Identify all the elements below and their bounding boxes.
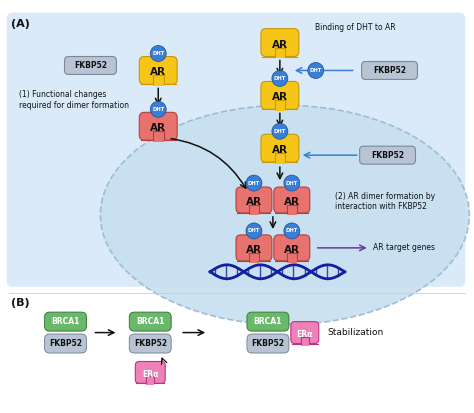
FancyBboxPatch shape [45,334,86,353]
Text: AR: AR [284,197,300,207]
Text: (A): (A) [11,19,29,28]
Text: AR: AR [272,40,288,50]
Bar [153,131,164,142]
FancyBboxPatch shape [139,57,177,84]
Bar [146,376,155,385]
FancyBboxPatch shape [236,187,272,213]
Text: DHT: DHT [310,68,322,73]
FancyBboxPatch shape [7,13,465,287]
Circle shape [150,101,166,117]
FancyBboxPatch shape [261,28,299,57]
Text: BRCA1: BRCA1 [254,317,282,326]
Circle shape [308,62,324,78]
Ellipse shape [100,105,469,325]
Text: FKBP52: FKBP52 [74,61,107,70]
Text: Binding of DHT to AR: Binding of DHT to AR [315,23,395,32]
Text: FKBP52: FKBP52 [373,66,406,75]
Bar [274,100,285,112]
Bar [274,153,285,164]
FancyBboxPatch shape [129,312,171,331]
Bar [301,337,309,346]
Text: FKBP52: FKBP52 [251,339,284,348]
Text: AR: AR [246,245,262,255]
Text: (1) Functional changes
required for dimer formation: (1) Functional changes required for dime… [18,90,128,110]
Text: DHT: DHT [152,51,164,56]
Text: AR: AR [150,67,166,78]
Text: FKBP52: FKBP52 [134,339,167,348]
Text: BRCA1: BRCA1 [51,317,80,326]
Text: DHT: DHT [248,228,260,233]
Text: (2) AR dimer formation by
interaction with FKBP52: (2) AR dimer formation by interaction wi… [335,192,435,211]
Text: AR: AR [272,145,288,155]
FancyBboxPatch shape [362,62,418,79]
FancyBboxPatch shape [139,112,177,140]
FancyBboxPatch shape [247,334,289,353]
FancyBboxPatch shape [247,312,289,331]
Text: DHT: DHT [274,129,286,134]
Text: AR: AR [284,245,300,255]
Text: DHT: DHT [274,76,286,81]
Bar [274,47,285,59]
Circle shape [246,223,262,239]
FancyBboxPatch shape [261,134,299,162]
Text: ERα: ERα [142,370,158,379]
FancyBboxPatch shape [274,187,310,213]
Text: Stabilization: Stabilization [328,328,384,337]
FancyBboxPatch shape [64,57,116,74]
Bar [287,252,297,263]
Circle shape [284,175,300,191]
Circle shape [272,123,288,139]
FancyBboxPatch shape [274,235,310,261]
Text: AR: AR [246,197,262,207]
Text: AR: AR [272,93,288,102]
Text: AR target genes: AR target genes [373,243,435,252]
Bar [249,252,259,263]
FancyBboxPatch shape [236,235,272,261]
Circle shape [272,71,288,86]
FancyBboxPatch shape [129,334,171,353]
Text: (B): (B) [11,298,29,308]
FancyBboxPatch shape [135,361,165,383]
Text: DHT: DHT [248,180,260,185]
Text: FKBP52: FKBP52 [49,339,82,348]
Text: FKBP52: FKBP52 [371,151,404,160]
Bar [249,205,259,215]
Bar [287,205,297,215]
FancyBboxPatch shape [261,81,299,109]
Text: DHT: DHT [286,228,298,233]
Text: DHT: DHT [286,180,298,185]
Text: DHT: DHT [152,107,164,112]
FancyBboxPatch shape [45,312,86,331]
Bar [153,76,164,86]
Circle shape [150,45,166,62]
Text: ERα: ERα [297,330,313,339]
Text: BRCA1: BRCA1 [136,317,164,326]
Circle shape [246,175,262,191]
FancyBboxPatch shape [360,146,416,164]
Text: AR: AR [150,123,166,133]
Circle shape [284,223,300,239]
FancyBboxPatch shape [291,322,319,344]
